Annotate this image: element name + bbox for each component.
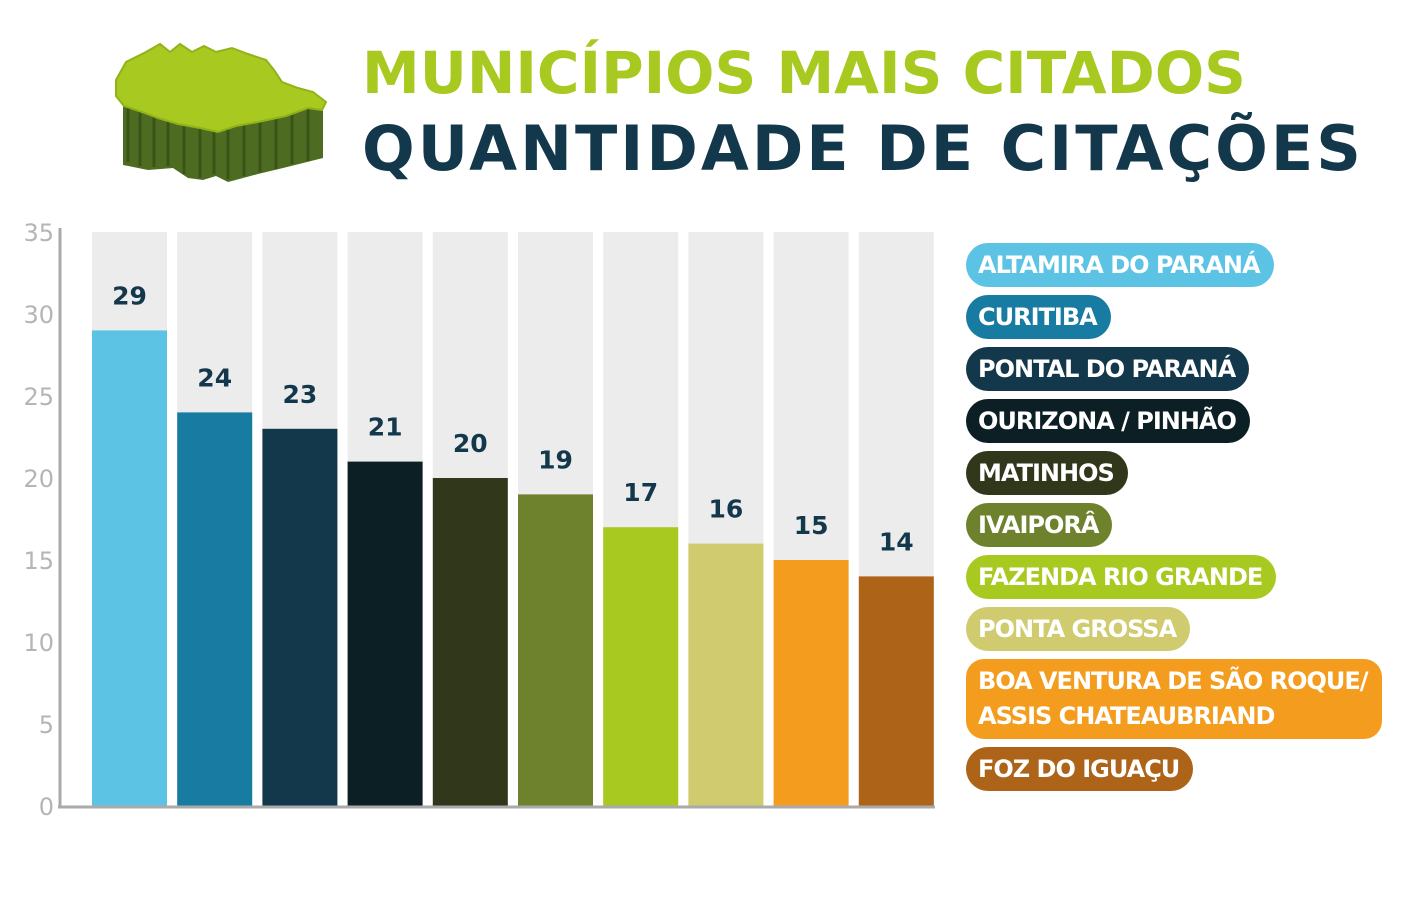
bar-value-label: 16 <box>709 495 744 524</box>
bar-value-label: 15 <box>794 511 829 540</box>
bar-value-label: 20 <box>453 429 488 458</box>
legend-item: FAZENDA RIO GRANDE <box>966 555 1277 599</box>
bars <box>92 330 934 806</box>
bar-value-label: 17 <box>623 478 658 507</box>
y-tick-label: 35 <box>23 219 54 247</box>
bar <box>432 478 508 806</box>
y-tick-label: 10 <box>23 629 54 657</box>
bar <box>92 330 167 806</box>
legend-item: PONTA GROSSA <box>966 607 1191 651</box>
y-tick-label: 25 <box>23 383 54 411</box>
title-line-1: MUNICÍPIOS MAIS CITADOS <box>362 39 1246 107</box>
legend-item: OURIZONA / PINHÃO <box>966 399 1250 443</box>
bar-value-label: 29 <box>112 281 147 310</box>
legend-item: CURITIBA <box>966 295 1111 339</box>
legend-item: FOZ DO IGUAÇU <box>966 747 1194 791</box>
bar <box>518 494 593 806</box>
bar-value-label: 23 <box>283 380 318 409</box>
y-tick-label: 15 <box>23 547 54 575</box>
y-tick-label: 0 <box>39 793 54 821</box>
y-tick-labels: 0 5 10 15 20 25 30 35 <box>23 219 54 821</box>
y-tick-label: 30 <box>23 301 54 329</box>
title-line-2: QUANTIDADE DE CITAÇÕES <box>362 112 1364 185</box>
bar-value-label: 21 <box>368 413 403 442</box>
legend: ALTAMIRA DO PARANÁ CURITIBA PONTAL DO PARA… <box>966 0 1396 899</box>
y-tick-label: 20 <box>23 465 54 493</box>
legend-item: ALTAMIRA DO PARANÁ <box>966 243 1274 287</box>
bar <box>262 428 338 806</box>
bar <box>688 543 764 806</box>
bar <box>773 560 849 806</box>
legend-item: IVAIPORÂ <box>966 503 1113 547</box>
bar <box>177 412 253 806</box>
parana-state-map-icon <box>115 42 328 182</box>
value-labels: 29 24 23 21 20 19 17 16 15 14 <box>112 281 914 556</box>
bar-value-label: 24 <box>197 363 232 392</box>
legend-item: MATINHOS <box>966 451 1128 495</box>
legend-item: BOA VENTURA DE SÃO ROQUE/ ASSIS CHATEAUB… <box>966 659 1382 739</box>
legend-item: PONTAL DO PARANÁ <box>966 347 1250 391</box>
y-axis <box>58 228 935 809</box>
bar-chart: 29 24 23 21 20 19 17 16 15 14 0 5 10 15 20 25 30 35 <box>23 219 935 821</box>
bar <box>603 527 679 806</box>
bar-value-label: 14 <box>879 527 914 556</box>
bar <box>858 576 934 806</box>
bar-value-label: 19 <box>538 445 573 474</box>
bar <box>347 461 423 806</box>
y-tick-label: 5 <box>39 711 54 739</box>
